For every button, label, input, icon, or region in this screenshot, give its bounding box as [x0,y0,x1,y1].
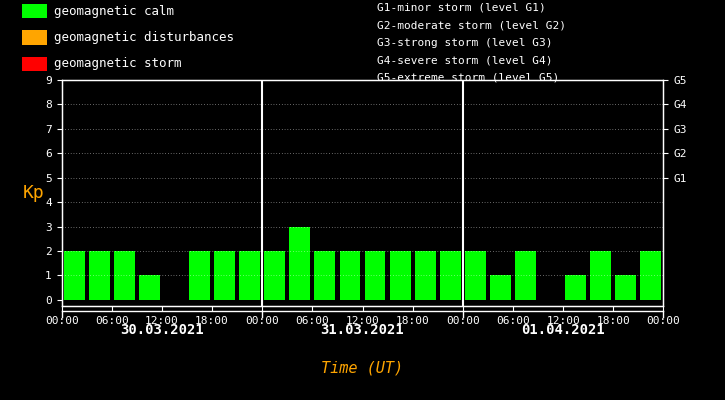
Text: 31.03.2021: 31.03.2021 [320,323,405,337]
Bar [490,276,511,300]
Text: 30.03.2021: 30.03.2021 [120,323,204,337]
Bar [515,251,536,300]
Bar [114,251,135,300]
Bar [465,251,486,300]
Bar [415,251,436,300]
Y-axis label: Kp: Kp [23,184,45,202]
Bar [64,251,85,300]
Bar [566,276,586,300]
Bar [22,57,47,71]
Text: G1-minor storm (level G1): G1-minor storm (level G1) [377,2,546,12]
Bar [239,251,260,300]
Bar [289,226,310,300]
Bar [88,251,109,300]
Bar [214,251,235,300]
Bar [616,276,637,300]
Bar [339,251,360,300]
Bar [365,251,386,300]
Bar [22,30,47,45]
Bar [640,251,661,300]
Text: geomagnetic calm: geomagnetic calm [54,5,175,18]
Bar [139,276,160,300]
Text: 01.04.2021: 01.04.2021 [521,323,605,337]
Bar [389,251,410,300]
Text: G4-severe storm (level G4): G4-severe storm (level G4) [377,55,552,65]
Text: geomagnetic disturbances: geomagnetic disturbances [54,31,234,44]
Text: G5-extreme storm (level G5): G5-extreme storm (level G5) [377,73,559,83]
Text: G3-strong storm (level G3): G3-strong storm (level G3) [377,38,552,48]
Bar [590,251,611,300]
Bar [189,251,210,300]
Text: Time (UT): Time (UT) [321,360,404,376]
Bar [440,251,460,300]
Bar [22,4,47,18]
Bar [265,251,285,300]
Text: G2-moderate storm (level G2): G2-moderate storm (level G2) [377,20,566,30]
Bar [315,251,336,300]
Text: geomagnetic storm: geomagnetic storm [54,58,182,70]
